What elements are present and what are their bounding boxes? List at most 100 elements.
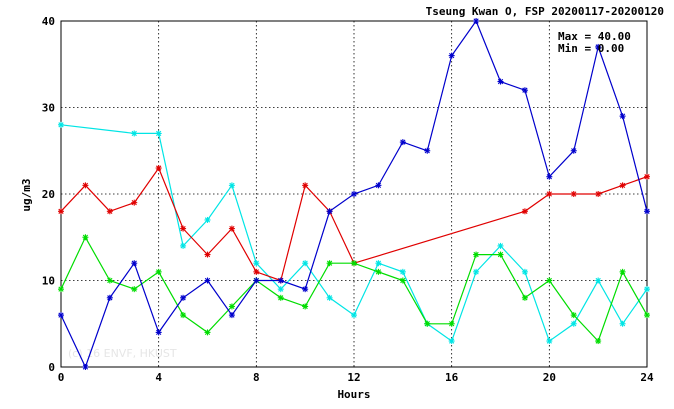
data-point — [82, 234, 89, 241]
data-point — [570, 191, 577, 197]
data-point — [497, 242, 504, 249]
data-point — [546, 277, 553, 284]
data-point — [131, 199, 138, 206]
data-point — [326, 208, 333, 215]
data-point — [204, 329, 211, 336]
data-point — [302, 303, 309, 310]
data-point — [351, 312, 357, 319]
y-tick-label: 30 — [42, 102, 55, 115]
data-point — [595, 43, 602, 50]
data-point — [473, 18, 480, 24]
data-point — [204, 216, 211, 223]
data-point — [58, 121, 64, 128]
data-point — [595, 277, 602, 284]
data-point — [155, 130, 162, 137]
data-point — [58, 286, 64, 293]
data-point — [619, 268, 626, 275]
data-point — [521, 208, 528, 215]
data-point — [448, 338, 455, 345]
data-point — [106, 208, 113, 215]
data-point — [180, 225, 187, 232]
data-point — [106, 294, 113, 301]
data-point — [326, 260, 333, 267]
data-point — [399, 268, 406, 275]
x-tick-label: 24 — [640, 371, 654, 384]
y-axis-label: ug/m3 — [20, 178, 33, 211]
data-point — [204, 277, 211, 284]
tick-labels: 0 4 8 12 16 20 24 0 10 20 30 40 — [42, 15, 654, 384]
min-label: Min = 0.00 — [558, 42, 624, 55]
data-point — [644, 208, 650, 215]
data-point — [570, 312, 577, 319]
plot-frame — [60, 20, 648, 368]
x-tick-label: 12 — [347, 371, 360, 384]
data-point — [351, 260, 357, 267]
x-tick-label: 16 — [445, 371, 459, 384]
data-point — [302, 260, 309, 267]
series-4 — [58, 18, 650, 370]
data-point — [399, 139, 406, 146]
data-point — [58, 208, 64, 215]
data-point — [424, 320, 431, 327]
data-point — [155, 329, 162, 336]
data-point — [131, 286, 138, 293]
data-point — [399, 277, 406, 284]
y-tick-label: 10 — [42, 275, 55, 288]
data-point — [521, 87, 528, 94]
data-point — [277, 286, 284, 293]
max-label: Max = 40.00 — [558, 30, 631, 43]
data-point — [253, 260, 260, 267]
data-point — [180, 294, 187, 301]
data-point — [448, 52, 455, 59]
data-point — [375, 268, 382, 275]
data-point — [180, 312, 187, 319]
data-point — [448, 320, 455, 327]
data-point — [619, 320, 626, 327]
x-axis-label: Hours — [337, 388, 370, 401]
data-point — [546, 338, 553, 345]
data-point — [375, 260, 382, 267]
data-point — [521, 268, 528, 275]
y-tick-label: 40 — [42, 15, 55, 28]
data-point — [326, 294, 333, 301]
data-point — [228, 182, 235, 189]
data-point — [644, 173, 650, 180]
x-tick-label: 20 — [543, 371, 556, 384]
y-tick-label: 0 — [48, 361, 55, 374]
data-point — [155, 268, 162, 275]
y-tick-label: 20 — [42, 188, 55, 201]
data-point — [58, 312, 64, 319]
watermark: (c) 16 ENVF, HKUST — [68, 347, 177, 360]
series-1 — [58, 121, 650, 345]
data-point — [253, 268, 260, 275]
data-point — [595, 338, 602, 345]
data-series — [58, 18, 650, 370]
data-point — [570, 320, 577, 327]
data-point — [277, 277, 284, 284]
data-point — [228, 303, 235, 310]
data-point — [375, 182, 382, 189]
x-tick-label: 4 — [155, 371, 162, 384]
data-point — [106, 277, 113, 284]
data-point — [277, 294, 284, 301]
x-tick-label: 8 — [253, 371, 260, 384]
data-point — [228, 225, 235, 232]
data-point — [82, 364, 89, 370]
data-point — [204, 251, 211, 258]
data-point — [546, 173, 553, 180]
data-point — [351, 191, 357, 197]
data-point — [644, 286, 650, 293]
data-point — [302, 286, 309, 293]
data-point — [131, 130, 138, 137]
data-point — [473, 251, 480, 258]
data-point — [302, 182, 309, 189]
data-point — [595, 191, 602, 197]
data-point — [644, 312, 650, 319]
data-point — [131, 260, 138, 267]
data-point — [253, 277, 260, 284]
data-point — [473, 268, 480, 275]
data-point — [497, 251, 504, 258]
data-point — [619, 182, 626, 189]
data-point — [180, 242, 187, 249]
